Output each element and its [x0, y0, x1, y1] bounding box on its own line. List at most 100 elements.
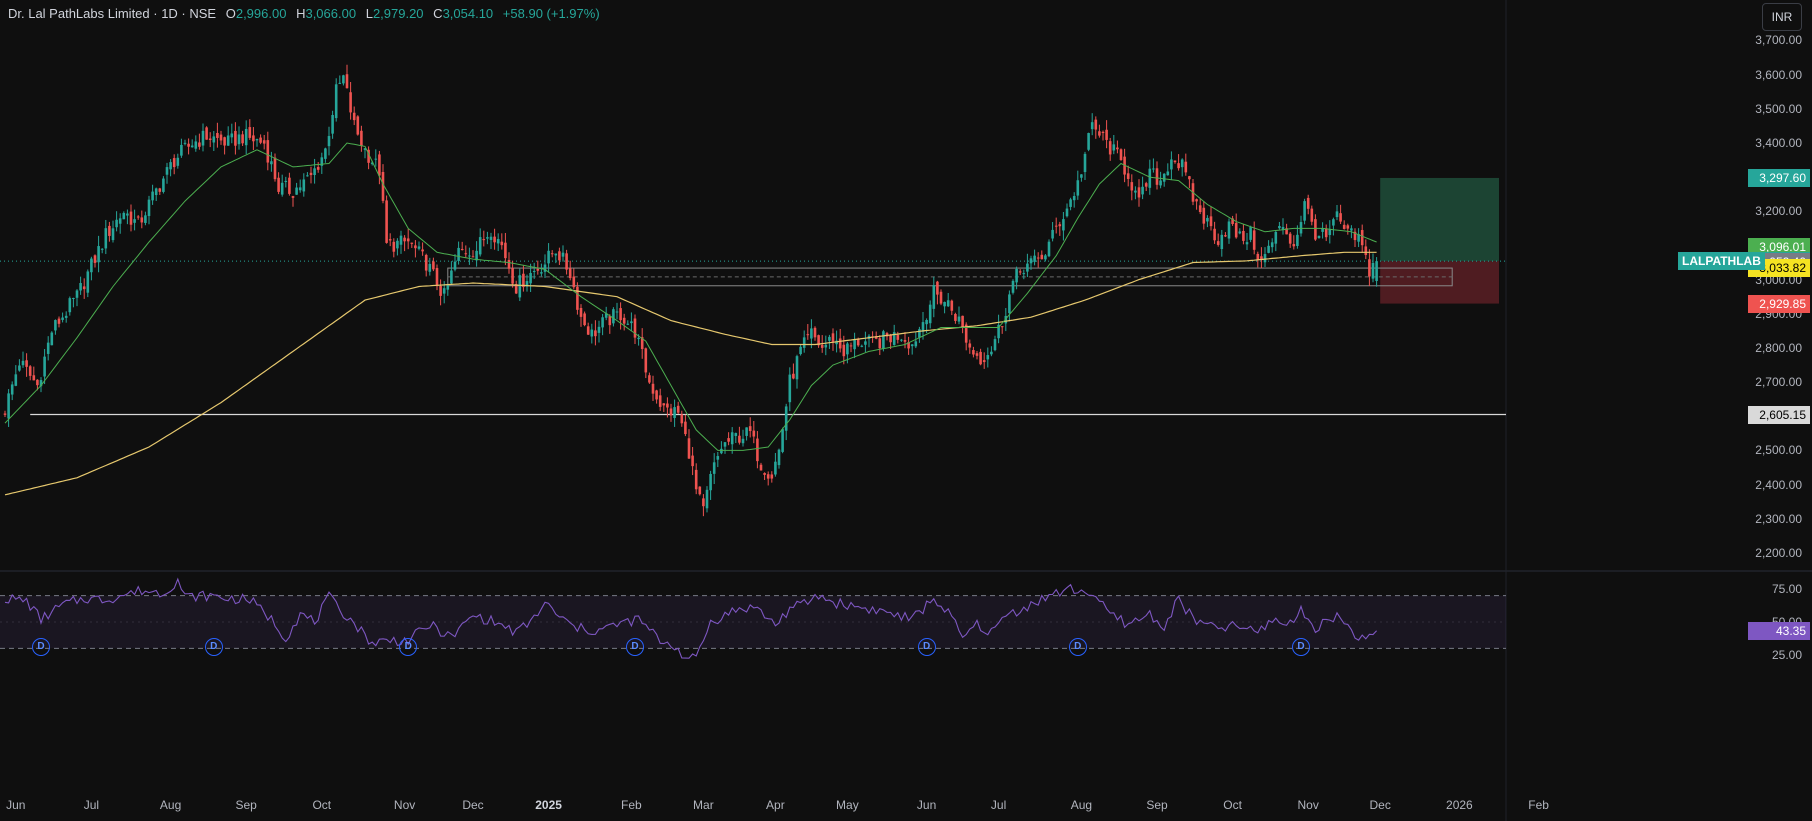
candle-body — [946, 300, 950, 307]
candle-body — [608, 316, 612, 326]
candle-body — [558, 251, 561, 261]
candle-body — [1360, 230, 1364, 246]
price-axis-tick: 2,200.00 — [1755, 545, 1802, 560]
time-axis-label: Jul — [83, 798, 100, 812]
candle-body — [626, 323, 630, 325]
candle-body — [763, 473, 766, 475]
candle-body — [583, 313, 586, 326]
candle-body — [57, 318, 61, 324]
candle-body — [640, 337, 644, 350]
candle-body — [1328, 229, 1332, 236]
candle-body — [986, 355, 990, 360]
candle-body — [874, 336, 878, 339]
dividend-marker-icon[interactable]: D — [626, 638, 644, 656]
candle-body — [892, 332, 896, 345]
candle-body — [392, 241, 396, 252]
candle-body — [1090, 122, 1094, 130]
candle-body — [331, 114, 334, 134]
candle-body — [1375, 261, 1378, 281]
candle-body — [226, 135, 230, 146]
dividend-marker-icon[interactable]: D — [917, 638, 936, 656]
candle-body — [46, 342, 50, 354]
candle-body — [1051, 229, 1054, 239]
candle-body — [720, 448, 723, 454]
candle-body — [306, 175, 309, 177]
candle-body — [759, 464, 763, 471]
candle-body — [1198, 205, 1202, 213]
candle-body — [234, 130, 237, 146]
candle-body — [378, 154, 381, 176]
candle-body — [597, 326, 601, 333]
price-axis-tick: 3,500.00 — [1755, 101, 1802, 116]
candle-body — [975, 353, 979, 356]
ema-short-line — [4, 142, 1377, 451]
candle-body — [1148, 168, 1152, 188]
candle-body — [1054, 225, 1058, 227]
dividend-marker-icon[interactable]: D — [1068, 638, 1087, 656]
time-axis-label: Mar — [693, 798, 714, 812]
candle-body — [932, 285, 936, 309]
candle-body — [1342, 224, 1346, 229]
candle-body — [25, 360, 28, 367]
candle-body — [201, 130, 205, 146]
candle-body — [399, 235, 403, 245]
candle-body — [237, 134, 241, 145]
candle-body — [1339, 213, 1342, 222]
candle-body — [993, 339, 997, 351]
candle-body — [464, 253, 468, 255]
target-zone[interactable] — [1380, 177, 1499, 262]
candle-body — [795, 356, 799, 380]
candle-body — [230, 133, 234, 138]
candle-body — [1155, 168, 1159, 185]
candle-body — [241, 134, 244, 144]
dividend-marker-icon[interactable]: D — [32, 638, 50, 656]
candle-body — [525, 281, 529, 287]
candle-body — [104, 228, 108, 249]
candle-body — [244, 128, 248, 146]
candle-body — [446, 284, 450, 290]
candle-body — [748, 426, 752, 432]
time-axis-label: Oct — [1223, 798, 1242, 812]
dividend-marker-icon[interactable]: D — [204, 638, 223, 656]
candle-body — [1270, 242, 1274, 248]
candle-body — [1242, 230, 1245, 241]
candle-body — [39, 380, 43, 387]
candle-body — [910, 344, 914, 347]
candle-body — [939, 291, 943, 304]
candle-body — [853, 339, 856, 350]
candle-body — [738, 435, 741, 443]
price-axis-tick: 2,400.00 — [1755, 477, 1802, 492]
candle-body — [712, 462, 716, 474]
candle-body — [280, 182, 284, 195]
candle-body — [10, 384, 14, 395]
candle-body — [396, 240, 399, 249]
dividend-marker-icon[interactable]: D — [399, 638, 418, 656]
currency-button[interactable]: INR — [1762, 3, 1802, 31]
candle-body — [1353, 231, 1357, 241]
candle-body — [648, 375, 651, 383]
candle-body — [496, 238, 500, 244]
candle-body — [1188, 176, 1191, 180]
time-axis-label: Feb — [621, 798, 642, 812]
candle-body — [187, 143, 190, 147]
time-axis-label: Dec — [1369, 798, 1391, 812]
time-axis-label: Oct — [312, 798, 332, 812]
candle-body — [961, 315, 964, 328]
candle-body — [1072, 196, 1076, 201]
candle-body — [460, 248, 464, 251]
candle-body — [475, 250, 478, 261]
candle-body — [943, 301, 946, 307]
candle-body — [1101, 131, 1105, 134]
candle-body — [1011, 280, 1015, 293]
time-axis-label: Aug — [1070, 798, 1093, 812]
symbol-title: Dr. Lal PathLabs Limited · 1D · NSE — [8, 6, 217, 21]
candle-body — [1346, 225, 1350, 229]
candle-body — [1368, 259, 1371, 277]
candle-body — [93, 255, 97, 263]
stop-zone[interactable] — [1380, 261, 1499, 304]
candle-body — [1357, 234, 1360, 242]
candle-body — [14, 374, 18, 386]
dividend-marker-icon[interactable]: D — [1292, 638, 1310, 656]
candle-body — [615, 311, 619, 313]
